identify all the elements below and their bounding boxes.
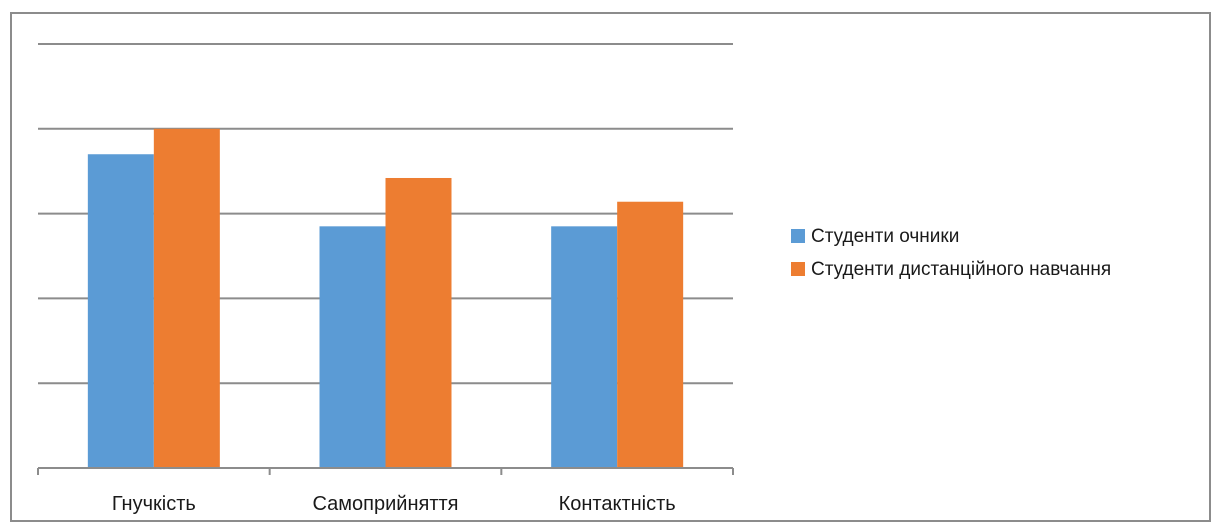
bar xyxy=(87,154,154,469)
legend-label: Студенти очники xyxy=(811,226,959,247)
category-labels: Гнучкість Самоприйняття Контактність xyxy=(112,493,676,515)
bar xyxy=(617,201,684,468)
legend-swatch xyxy=(791,229,805,243)
bar xyxy=(551,226,618,468)
x-axis xyxy=(37,467,734,475)
category-label: Гнучкість xyxy=(112,493,196,515)
legend: Студенти очники Студенти дистанційного на… xyxy=(791,226,1111,280)
bar xyxy=(385,177,452,468)
category-label: Самоприйняття xyxy=(313,493,459,515)
legend-swatch xyxy=(791,262,805,276)
bar-chart: Гнучкість Самоприйняття Контактність Студе… xyxy=(37,43,1111,515)
bars xyxy=(87,128,684,469)
bar xyxy=(153,128,220,469)
chart-frame: Гнучкість Самоприйняття Контактність Студе… xyxy=(10,12,1211,522)
legend-label: Студенти дистанційного навчання xyxy=(811,259,1111,280)
category-label: Контактність xyxy=(559,493,676,515)
bar xyxy=(319,226,386,468)
